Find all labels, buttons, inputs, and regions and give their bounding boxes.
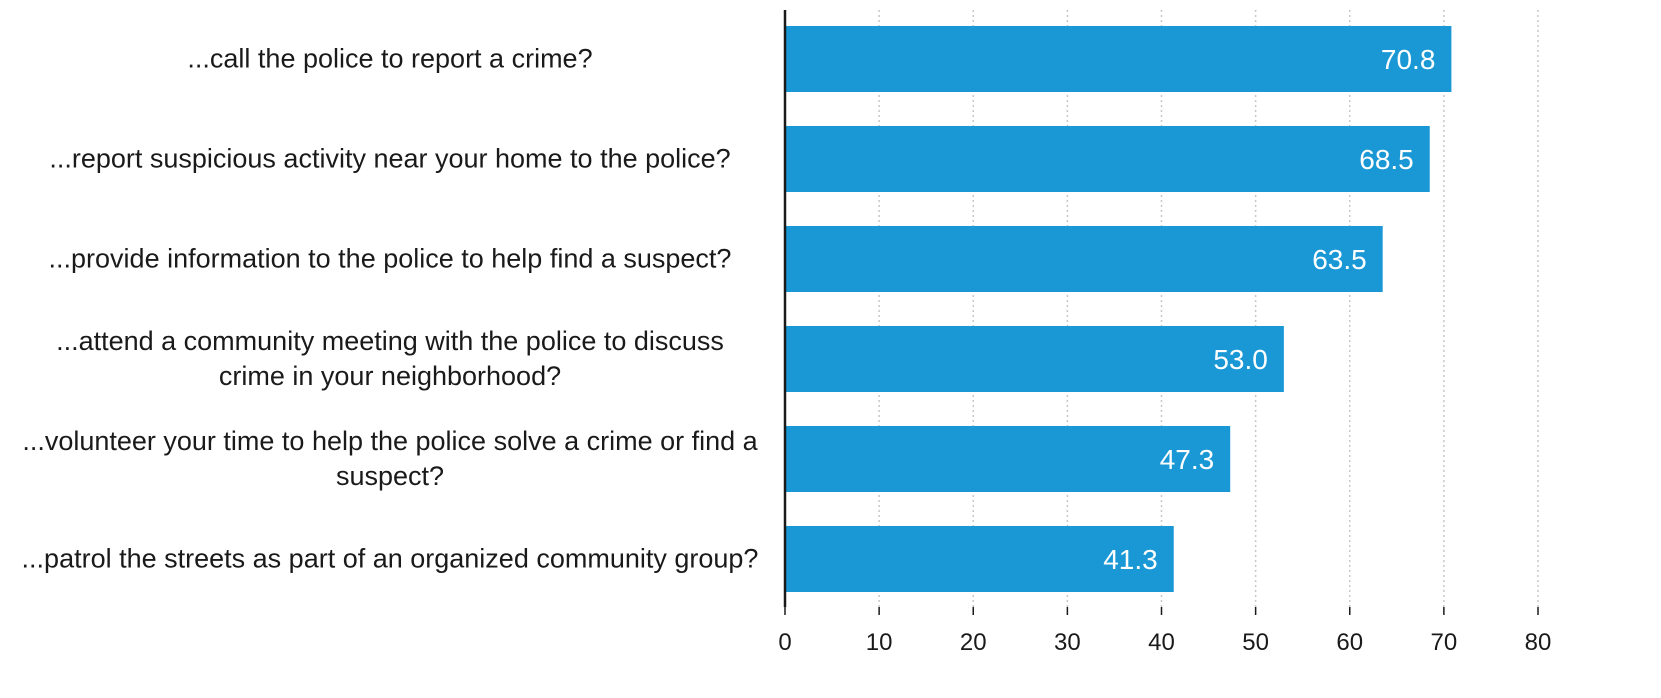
bar [785,226,1383,292]
bar-value-label: 63.5 [1312,244,1367,275]
x-tick-label: 0 [778,629,791,656]
category-label: ...patrol the streets as part of an orga… [21,543,759,574]
category-label: ...volunteer your time to help the polic… [22,426,758,491]
bar-value-label: 68.5 [1359,144,1414,175]
category-label: ...call the police to report a crime? [187,43,593,74]
bar [785,126,1430,192]
x-tick-label: 60 [1336,629,1363,656]
category-label: ...attend a community meeting with the p… [56,326,724,391]
bars: 70.8 68.5 63.5 53.0 47.3 41.3 [785,26,1452,592]
x-tick-label: 30 [1054,629,1081,656]
bar [785,426,1231,492]
x-tick-label: 20 [960,629,987,656]
x-tick-label: 80 [1525,629,1552,656]
bar [785,526,1174,592]
x-tick-label: 70 [1431,629,1458,656]
category-label: ...provide information to the police to … [48,243,732,274]
x-tick-label: 10 [866,629,893,656]
axes: 0 10 20 30 40 50 60 70 80 [778,10,1551,656]
x-tick-label: 50 [1242,629,1269,656]
bar [785,326,1284,392]
grid-lines [878,10,1539,607]
bar-value-label: 41.3 [1103,544,1158,575]
bar-value-label: 53.0 [1213,344,1268,375]
x-tick-label: 40 [1148,629,1175,656]
category-label: ...report suspicious activity near your … [49,143,731,174]
bar [785,26,1452,92]
bar-value-label: 47.3 [1160,444,1215,475]
bar-value-label: 70.8 [1381,44,1436,75]
